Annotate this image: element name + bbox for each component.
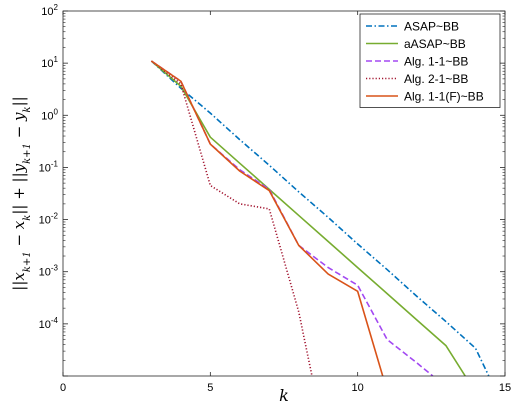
plot-frame — [62, 10, 506, 377]
series-layer — [150, 60, 490, 376]
x-tick-label: 0 — [60, 382, 66, 394]
y-axis-label: ||xk+1 − xk|| + ||yk+1 − yk|| — [10, 96, 33, 290]
x-axis-label: k — [279, 386, 289, 405]
legend: ASAP~BB aASAP~BB Alg. 1-1~BB Alg. 2-1~BB Alg… — [359, 13, 501, 108]
x-tick-label: 10 — [352, 382, 364, 394]
series-line-4 — [150, 60, 313, 376]
legend-box — [359, 13, 501, 108]
legend-label-4: Alg. 2-1~BB — [404, 72, 468, 86]
x-tick-label: 5 — [207, 382, 213, 394]
x-tick-label: 15 — [499, 382, 511, 394]
legend-label-1: ASAP~BB — [404, 20, 459, 34]
legend-label-5: Alg. 1-1(F)~BB — [404, 90, 484, 104]
legend-label-2: aASAP~BB — [404, 37, 466, 51]
series-line-5 — [150, 60, 384, 376]
axis-labels: k ||xk+1 − xk|| + ||yk+1 − yk|| — [10, 96, 289, 405]
legend-label-3: Alg. 1-1~BB — [404, 55, 468, 69]
series-line-1 — [150, 60, 490, 376]
series-line-2 — [150, 60, 466, 376]
